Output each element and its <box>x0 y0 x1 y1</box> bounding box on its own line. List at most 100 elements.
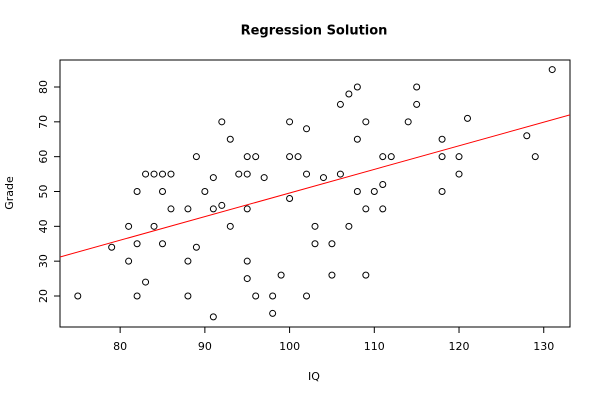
point <box>328 240 336 248</box>
point <box>243 257 251 265</box>
point <box>133 240 141 248</box>
point <box>303 292 311 300</box>
y-tick-label: 40 <box>37 219 50 233</box>
point <box>455 153 463 161</box>
y-tick-label: 70 <box>37 115 50 129</box>
y-tick-label: 80 <box>37 80 50 94</box>
point <box>311 222 319 230</box>
point <box>133 292 141 300</box>
point <box>167 170 175 178</box>
point <box>345 222 353 230</box>
y-tick-label: 60 <box>37 150 50 164</box>
point <box>243 275 251 283</box>
x-axis-label: IQ <box>308 370 320 383</box>
point <box>379 153 387 161</box>
x-tick-label: 110 <box>364 340 385 353</box>
x-tick-label: 80 <box>113 340 127 353</box>
point <box>269 309 277 317</box>
point <box>159 170 167 178</box>
point <box>277 271 285 279</box>
y-tick-label: 50 <box>37 184 50 198</box>
point <box>286 194 294 202</box>
point <box>269 292 277 300</box>
point <box>353 135 361 143</box>
plot-box <box>59 59 571 328</box>
point <box>142 170 150 178</box>
point <box>438 153 446 161</box>
point <box>184 292 192 300</box>
point <box>319 174 327 182</box>
point <box>226 135 234 143</box>
point <box>218 201 226 209</box>
point <box>159 240 167 248</box>
point <box>235 170 243 178</box>
point <box>167 205 175 213</box>
point <box>303 125 311 133</box>
point <box>311 240 319 248</box>
point <box>108 243 116 251</box>
point <box>294 153 302 161</box>
x-tick-label: 90 <box>198 340 212 353</box>
y-tick-label: 20 <box>37 289 50 303</box>
x-tick-label: 120 <box>449 340 470 353</box>
point <box>548 66 556 74</box>
point <box>209 205 217 213</box>
point <box>353 187 361 195</box>
point <box>243 205 251 213</box>
point <box>404 118 412 126</box>
point <box>523 132 531 140</box>
point <box>243 170 251 178</box>
point <box>252 153 260 161</box>
point <box>362 118 370 126</box>
point <box>150 170 158 178</box>
point <box>463 114 471 122</box>
point <box>133 187 141 195</box>
point <box>125 222 133 230</box>
point <box>192 153 200 161</box>
point <box>387 153 395 161</box>
regression-line <box>60 114 570 258</box>
point <box>379 205 387 213</box>
point <box>184 257 192 265</box>
point <box>336 170 344 178</box>
point <box>142 278 150 286</box>
point <box>260 174 268 182</box>
y-tick-label: 30 <box>37 254 50 268</box>
point <box>159 187 167 195</box>
point <box>379 181 387 189</box>
point <box>243 153 251 161</box>
point <box>370 187 378 195</box>
point <box>125 257 133 265</box>
point <box>286 118 294 126</box>
point <box>336 100 344 108</box>
point <box>455 170 463 178</box>
point <box>150 222 158 230</box>
point <box>328 271 336 279</box>
point <box>438 187 446 195</box>
point <box>353 83 361 91</box>
point <box>209 174 217 182</box>
y-axis-label: Grade <box>3 176 16 210</box>
point <box>226 222 234 230</box>
chart-title: Regression Solution <box>241 24 388 39</box>
point <box>184 205 192 213</box>
point <box>413 83 421 91</box>
point <box>345 90 353 98</box>
point <box>252 292 260 300</box>
point <box>362 205 370 213</box>
point <box>303 170 311 178</box>
point <box>362 271 370 279</box>
point <box>201 187 209 195</box>
point <box>413 100 421 108</box>
point <box>286 153 294 161</box>
point <box>192 243 200 251</box>
point <box>531 153 539 161</box>
point <box>209 313 217 321</box>
x-tick-label: 130 <box>533 340 554 353</box>
point <box>74 292 82 300</box>
point <box>438 135 446 143</box>
x-tick-label: 100 <box>279 340 300 353</box>
point <box>218 118 226 126</box>
